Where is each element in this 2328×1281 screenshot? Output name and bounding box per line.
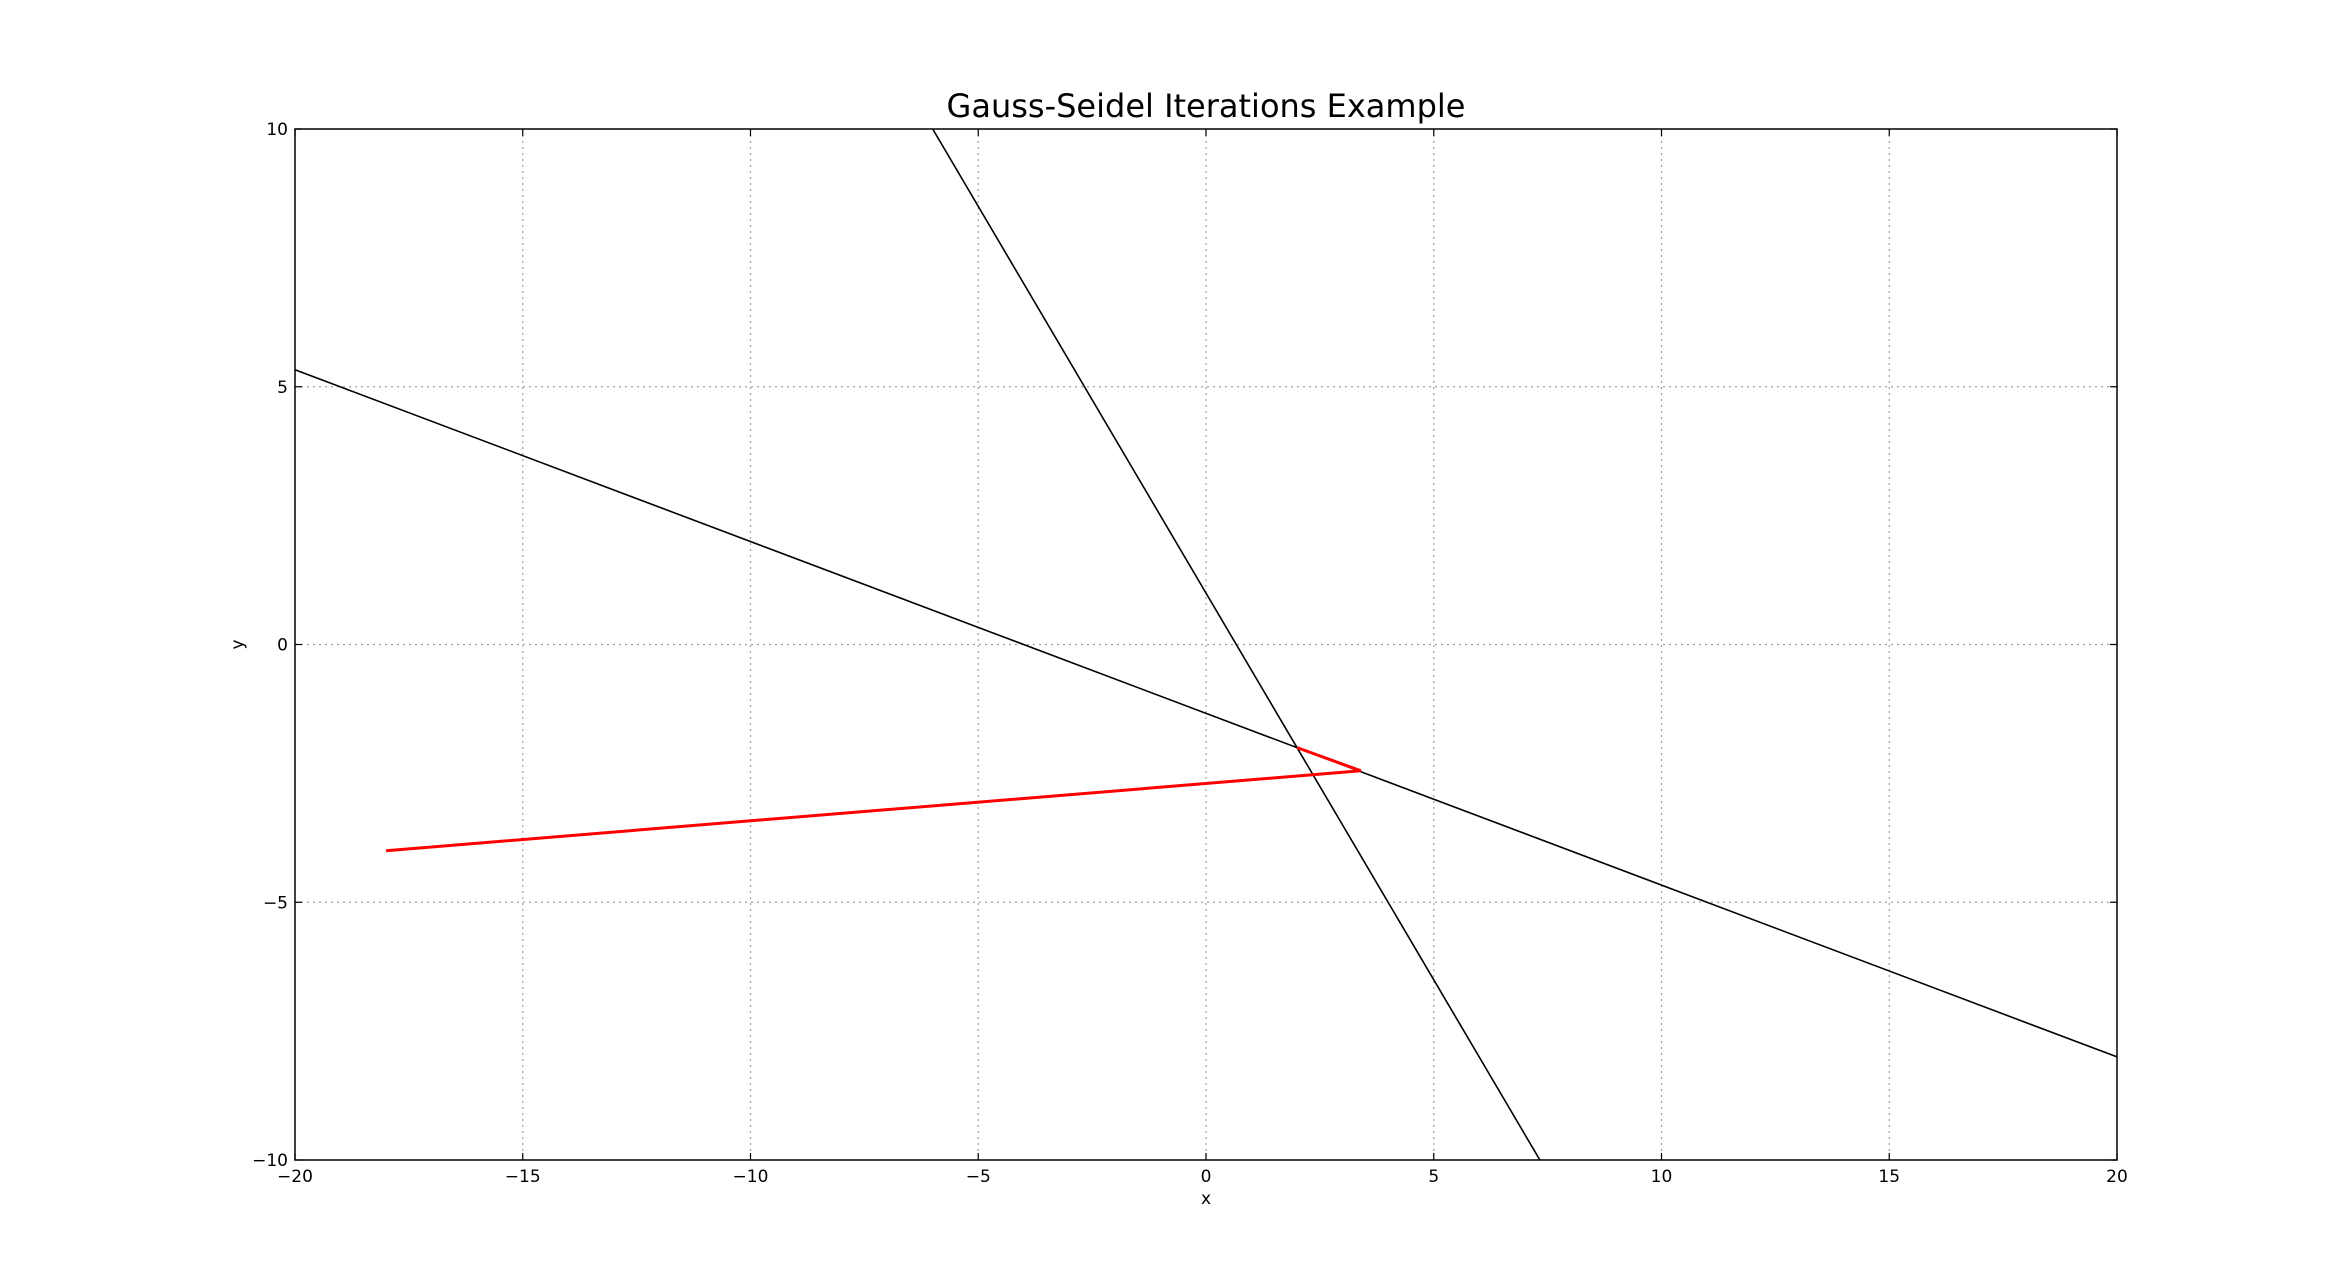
x-tick-label: 15 [1878, 1167, 1900, 1187]
y-axis-label: y [228, 639, 248, 649]
y-tick-label: 5 [277, 378, 288, 398]
x-tick-label: 0 [1201, 1167, 1212, 1187]
x-axis-label: x [1201, 1189, 1211, 1209]
y-tick-label: −10 [252, 1151, 288, 1171]
y-tick-label: 10 [266, 120, 288, 140]
y-tick-label: −5 [263, 893, 288, 913]
x-tick-label: −5 [966, 1167, 991, 1187]
x-tick-label: 5 [1428, 1167, 1439, 1187]
grid-lines [295, 129, 2117, 1160]
series-line-1 [295, 368, 2117, 1058]
y-tick-label: 0 [277, 636, 288, 656]
x-tick-label: −10 [733, 1167, 769, 1187]
x-tick-label: 10 [1651, 1167, 1673, 1187]
x-tick-label: 20 [2106, 1167, 2128, 1187]
data-series [295, 129, 2117, 1160]
tick-marks [294, 128, 2118, 1161]
series-line-2 [932, 129, 1541, 1160]
x-tick-label: −15 [505, 1167, 541, 1187]
x-tick-label: −20 [277, 1167, 313, 1187]
tick-labels: −20 −15 −10 −5 0 5 10 15 20 −10 −5 0 5 10 [252, 120, 2128, 1187]
series-line-3 [385, 746, 1362, 853]
chart-title: Gauss-Seidel Iterations Example [947, 87, 1466, 125]
